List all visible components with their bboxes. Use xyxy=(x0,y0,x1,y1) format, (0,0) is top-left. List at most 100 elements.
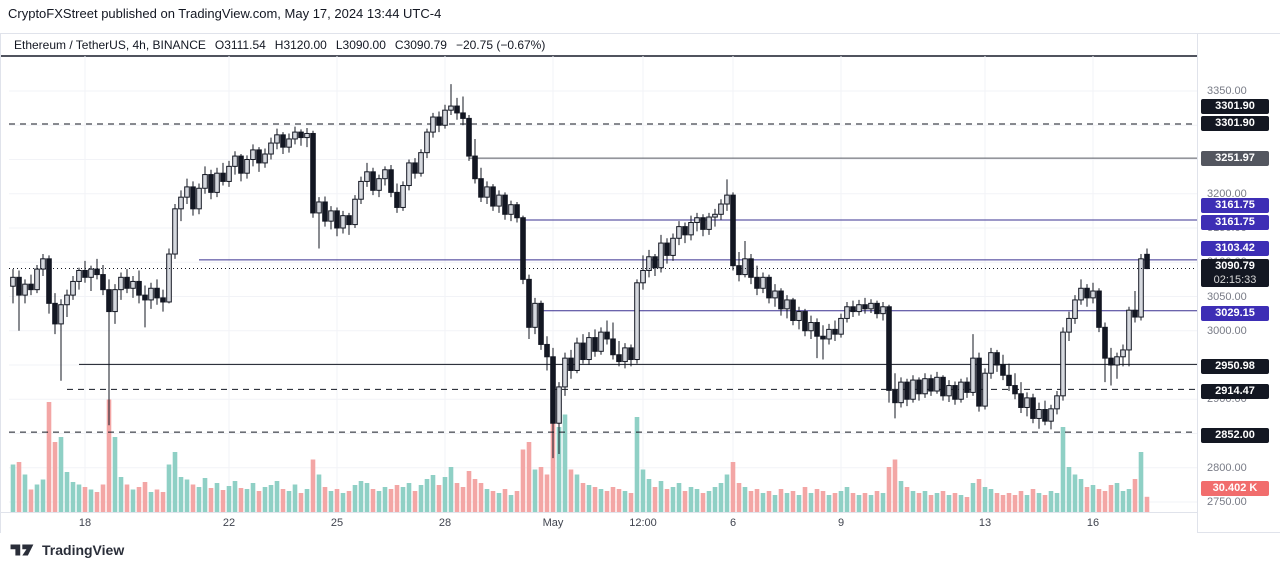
volume-bar xyxy=(130,489,136,512)
volume-bar xyxy=(622,491,628,512)
volume-bar xyxy=(880,493,886,512)
volume-bar xyxy=(700,493,706,512)
candle xyxy=(952,385,958,400)
candle xyxy=(724,194,730,205)
price-level-badge: 3251.97 xyxy=(1201,151,1269,166)
volume-bar xyxy=(904,487,910,512)
volume-bar xyxy=(850,493,856,512)
volume-bar xyxy=(856,495,862,512)
volume-bar xyxy=(262,487,268,512)
volume-bar xyxy=(160,492,166,512)
volume-bar xyxy=(766,491,772,512)
volume-bar xyxy=(148,492,154,512)
candle xyxy=(718,203,724,215)
candle xyxy=(1048,408,1054,422)
candle xyxy=(1024,397,1030,408)
volume-bar xyxy=(382,487,388,512)
volume-bar xyxy=(868,495,874,512)
volume-bar xyxy=(580,483,586,512)
volume-bar xyxy=(544,474,550,512)
candle xyxy=(778,290,784,310)
ohlc-high: H3120.00 xyxy=(274,37,327,52)
time-axis[interactable]: 18 22 25 28 May 12:00 6 9 13 16 xyxy=(1,512,1197,533)
volume-bar xyxy=(460,487,466,512)
candle xyxy=(1030,397,1036,419)
ohlc-low: L3090.00 xyxy=(335,37,386,52)
candle xyxy=(124,276,130,289)
candle xyxy=(706,216,712,230)
candle xyxy=(970,357,976,393)
volume-bar xyxy=(742,487,748,512)
volume-bar xyxy=(1132,479,1138,512)
volume-bar xyxy=(10,464,16,512)
chart-plot-area[interactable] xyxy=(1,56,1197,512)
candle xyxy=(118,276,124,291)
candle xyxy=(274,134,280,144)
candle xyxy=(358,180,364,200)
candle xyxy=(760,276,766,289)
price-level-badge: 3029.15 xyxy=(1201,306,1269,321)
candle xyxy=(46,258,52,304)
candle xyxy=(568,357,574,371)
price-level-badge: 2914.47 xyxy=(1201,384,1269,399)
price-axis[interactable]: 3350.003300.003250.003200.003150.003100.… xyxy=(1197,34,1281,532)
volume-bar xyxy=(712,487,718,512)
candle xyxy=(346,215,352,226)
candle xyxy=(460,112,466,119)
volume-bar xyxy=(1048,491,1054,512)
candle xyxy=(1144,253,1150,270)
volume-bar xyxy=(1012,495,1018,512)
candle xyxy=(850,306,856,313)
candle xyxy=(64,294,70,306)
candle xyxy=(28,283,34,291)
candle xyxy=(466,117,472,157)
volume-bar xyxy=(286,491,292,512)
volume-bar xyxy=(778,489,784,512)
volume-bar xyxy=(874,491,880,512)
candle xyxy=(1078,287,1084,301)
volume-bar xyxy=(1000,495,1006,512)
volume-bar xyxy=(82,487,88,512)
candle xyxy=(814,322,820,337)
candle xyxy=(226,165,232,182)
volume-bar xyxy=(706,491,712,512)
countdown-timer: 02:15:33 xyxy=(1213,274,1257,286)
candle xyxy=(400,185,406,208)
candle xyxy=(394,191,400,208)
volume-bar xyxy=(232,481,238,512)
candle xyxy=(424,131,430,154)
volume-bar xyxy=(562,414,568,512)
candle xyxy=(1096,290,1102,328)
volume-bar xyxy=(1078,479,1084,512)
candle xyxy=(1120,349,1126,358)
candle xyxy=(52,302,58,325)
candle xyxy=(646,256,652,271)
volume-bar xyxy=(322,487,328,512)
volume-bar xyxy=(88,489,94,512)
volume-bar xyxy=(28,489,34,512)
tradingview-attribution[interactable]: TradingView xyxy=(10,541,124,559)
volume-bar xyxy=(688,487,694,512)
volume-bar xyxy=(610,487,616,512)
candle xyxy=(172,208,178,255)
volume-bar xyxy=(1126,489,1132,512)
volume-bar xyxy=(958,495,964,512)
volume-bar xyxy=(214,483,220,512)
volume-bar xyxy=(1024,495,1030,512)
candle xyxy=(532,302,538,328)
candle xyxy=(94,268,100,276)
candle xyxy=(1042,409,1048,422)
volume-bar xyxy=(34,484,40,512)
candle xyxy=(1114,356,1120,366)
volume-bar xyxy=(796,495,802,512)
volume-bar xyxy=(94,492,100,512)
candle xyxy=(958,381,964,400)
volume-bar xyxy=(388,489,394,512)
candle xyxy=(34,268,40,291)
candle xyxy=(658,242,664,269)
volume-bar xyxy=(16,462,22,512)
volume-bar xyxy=(328,491,334,512)
time-axis-tick: 16 xyxy=(1086,517,1100,529)
volume-bar xyxy=(520,449,526,512)
